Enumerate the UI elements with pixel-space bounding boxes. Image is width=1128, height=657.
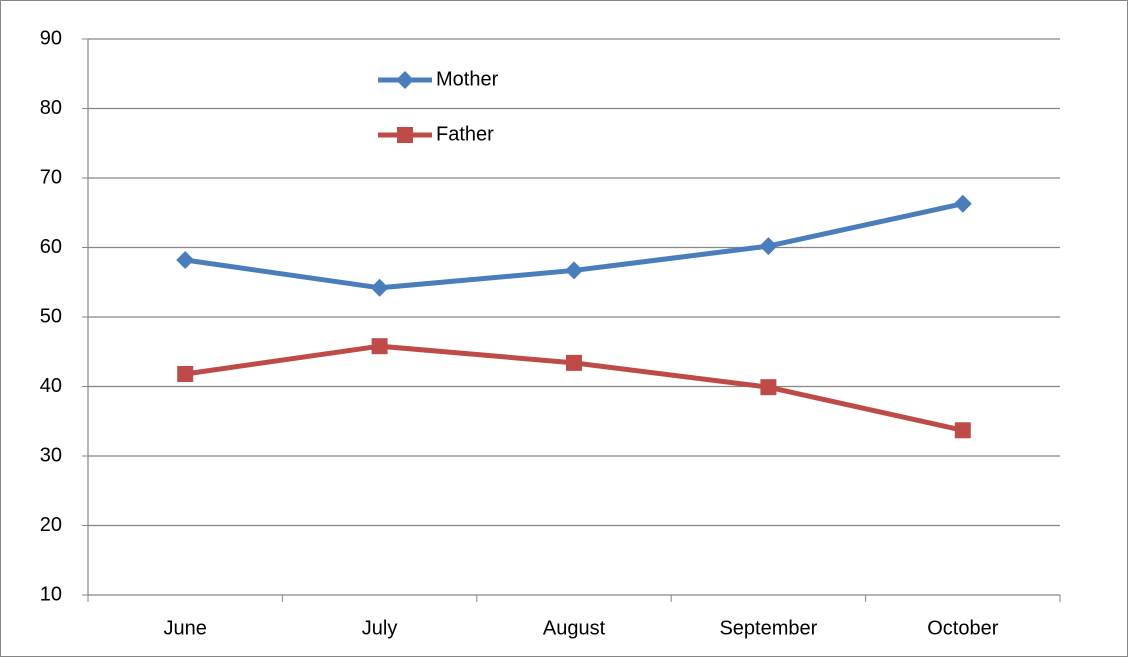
legend-marker (397, 127, 413, 143)
x-tick-label: August (543, 617, 606, 639)
legend-label: Mother (436, 68, 499, 90)
x-tick-label: October (927, 617, 998, 639)
data-point (176, 251, 195, 270)
y-tick-label: 20 (40, 514, 62, 536)
legend-label: Father (436, 123, 494, 145)
y-tick-label: 70 (40, 166, 62, 188)
data-point (565, 261, 583, 280)
y-tick-label: 10 (40, 583, 62, 605)
y-tick-label: 60 (40, 236, 62, 258)
y-tick-label: 40 (40, 375, 62, 397)
legend-marker (396, 71, 414, 89)
data-point (954, 422, 971, 439)
data-point (953, 194, 972, 213)
data-point (370, 278, 389, 297)
data-point (371, 338, 388, 355)
data-point (759, 237, 778, 256)
y-tick-label: 80 (40, 97, 62, 119)
data-point (177, 365, 194, 382)
y-tick-label: 30 (40, 444, 62, 466)
data-point (566, 354, 582, 371)
data-point (760, 379, 777, 396)
y-tick-label: 90 (40, 27, 62, 49)
x-tick-label: July (362, 617, 398, 639)
x-tick-label: June (164, 617, 207, 639)
y-tick-label: 50 (40, 305, 62, 327)
x-tick-label: September (719, 617, 817, 639)
